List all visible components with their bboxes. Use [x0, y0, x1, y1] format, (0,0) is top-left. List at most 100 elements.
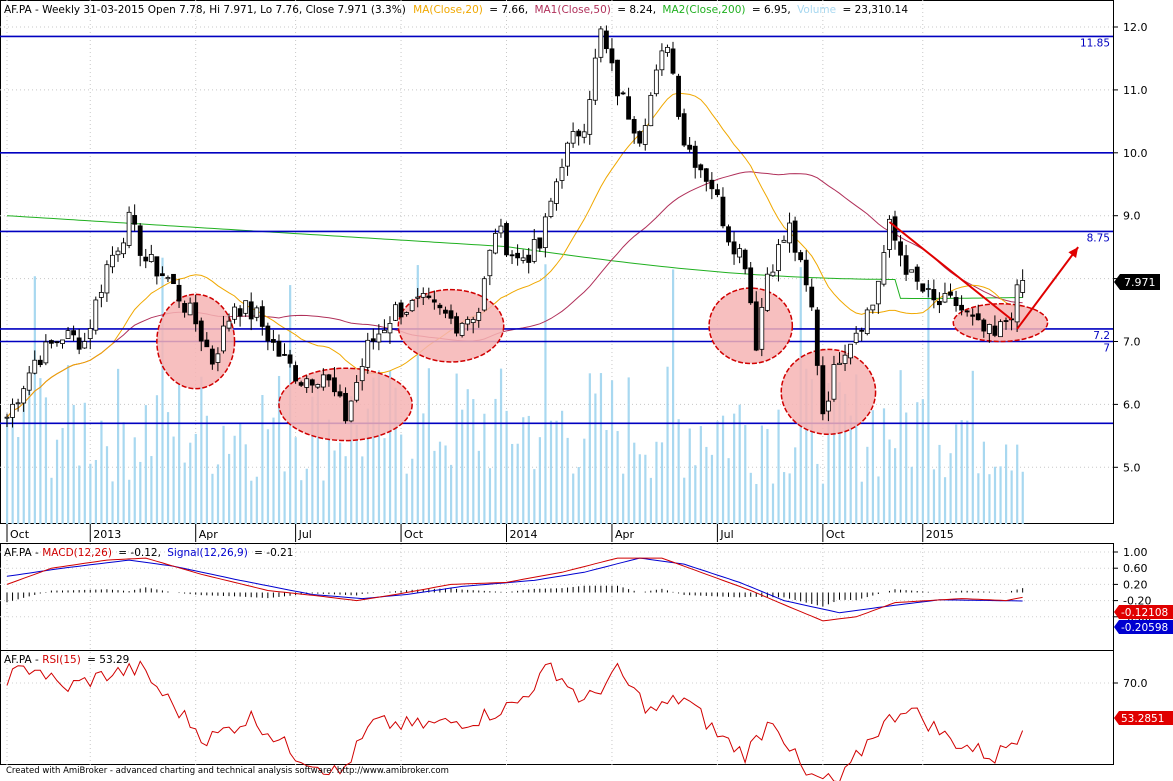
volume-bar [1010, 470, 1013, 524]
volume-bar [527, 415, 530, 524]
candle-up [110, 254, 115, 268]
volume-bar [921, 399, 924, 524]
volume-bar [561, 410, 564, 524]
volume-bar [927, 284, 930, 524]
macd-prefix: AF.PA - [4, 547, 42, 559]
volume-bar [383, 438, 386, 524]
candle-down [437, 304, 443, 309]
level-label: 7.2 [1093, 330, 1110, 342]
candle-up [837, 362, 842, 365]
candle-up [315, 384, 321, 388]
volume-bar [594, 393, 597, 524]
candle-down [920, 283, 926, 292]
volume-bar [355, 424, 358, 524]
volume-bar [50, 477, 53, 524]
candle-up [542, 216, 548, 249]
candle-down [953, 297, 959, 307]
candle-up [365, 339, 371, 368]
volume-bar [416, 265, 419, 524]
candle-up [831, 364, 837, 400]
volume-bar [272, 417, 275, 524]
volume-bar [205, 415, 208, 524]
volume-bar [294, 437, 297, 524]
candle-up [770, 271, 776, 277]
volume-bar [816, 463, 819, 524]
volume-bar [538, 437, 541, 524]
candle-up [759, 306, 765, 350]
candle-up [520, 257, 526, 261]
candle-down [703, 168, 709, 182]
candle-up [476, 311, 482, 321]
candle-down [798, 252, 804, 261]
volume-bar [943, 477, 947, 524]
level-label: 8.75 [1087, 232, 1110, 244]
candle-down [748, 267, 754, 304]
volume-bar [266, 429, 270, 524]
volume-bar [644, 454, 647, 524]
candle-up [459, 322, 465, 336]
candle-down [604, 30, 609, 50]
candle-down [609, 48, 615, 64]
candle-up [43, 341, 49, 364]
volume-bar [422, 413, 425, 524]
macd-panel[interactable] [0, 543, 1114, 651]
volume-bar [433, 450, 436, 524]
candle-up [764, 273, 770, 311]
candle-down [454, 316, 459, 334]
candle-down [182, 303, 188, 313]
candle-down [343, 392, 348, 422]
candle-down [37, 359, 43, 366]
macd-header: AF.PA - MACD(12,26) = -0.12, Signal(12,2… [4, 547, 293, 559]
volume-bar [882, 408, 886, 524]
volume-bar [549, 420, 553, 524]
candle-down [992, 325, 998, 336]
candle-down [293, 365, 299, 382]
candle-up [642, 125, 648, 145]
candle-down [1003, 320, 1009, 322]
volume-bar [672, 269, 675, 524]
x-tick-label: Apr [615, 528, 635, 541]
candle-up [598, 28, 604, 58]
volume-bar [960, 420, 963, 524]
volume-bar [993, 466, 997, 524]
candle-down [681, 113, 687, 146]
x-tick-label: Jul [719, 528, 733, 541]
volume-bar [733, 413, 736, 524]
candle-up [942, 293, 948, 303]
volume-bar [117, 368, 120, 524]
volume-bar [250, 480, 253, 524]
candle-down [248, 301, 254, 320]
volume-bar [139, 461, 142, 524]
candle-up [1020, 280, 1026, 293]
candle-down [193, 302, 199, 325]
highlight-ellipse [397, 288, 505, 363]
candle-down [692, 145, 698, 168]
candle-up [32, 359, 38, 374]
volume-bar [499, 368, 503, 524]
candle-down [720, 196, 726, 227]
volume-bar [216, 464, 220, 524]
volume-bar [716, 421, 719, 524]
x-tick-label: 2013 [93, 528, 121, 541]
rsi-panel[interactable] [0, 650, 1114, 765]
candle-up [548, 200, 554, 217]
rsi-header: AF.PA - RSI(15) = 53.29 [4, 654, 129, 666]
macd-y-tick-label: 1.00 [1123, 546, 1148, 559]
volume-bar [694, 465, 697, 524]
candle-up [87, 328, 93, 340]
header-ma20-label: MA(Close,20) [413, 4, 483, 16]
volume-bar [544, 264, 547, 524]
volume-bar [999, 466, 1002, 524]
volume-bar [949, 453, 952, 524]
candle-up [492, 233, 498, 254]
volume-bar [649, 477, 652, 524]
candle-up [115, 250, 121, 256]
candle-down [964, 310, 970, 313]
volume-bar [588, 373, 591, 524]
volume-bar [777, 409, 780, 524]
y-tick-label: 11.0 [1123, 84, 1148, 97]
candle-up [60, 339, 65, 344]
candle-up [232, 306, 237, 320]
volume-bar [172, 436, 175, 524]
candle-up [781, 239, 787, 243]
